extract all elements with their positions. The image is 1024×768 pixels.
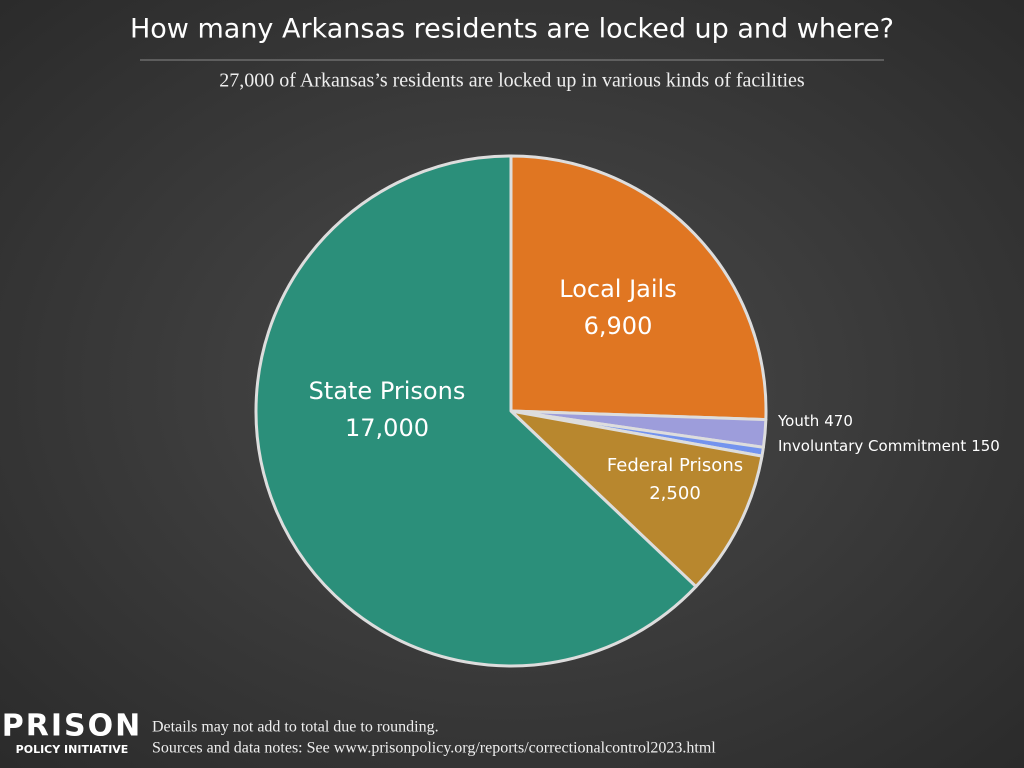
- slice-label: Local Jails: [559, 275, 676, 303]
- slice-label: State Prisons: [309, 377, 466, 405]
- note: Details may not add to total due to roun…: [152, 719, 439, 736]
- pie: Local Jails 6,900 Youth 470 Involuntary Comm…: [254, 154, 1000, 668]
- slice-label: Youth: [777, 412, 819, 430]
- slice-label: Federal Prisons: [607, 455, 743, 476]
- value-label: 470: [824, 412, 853, 430]
- slice-label-group: Involuntary Commitment 150: [778, 437, 1000, 455]
- slice-label: Involuntary Commitment: [778, 437, 966, 455]
- logo-bottom: POLICY INITIATIVE: [16, 743, 129, 756]
- chart-title: How many Arkansas residents are locked u…: [130, 14, 894, 45]
- logo-top: PRISON: [2, 709, 142, 744]
- slice-label-group: Youth 470: [777, 412, 853, 430]
- value-label: 150: [971, 437, 1000, 455]
- chart-subtitle: 27,000 of Arkansas’s residents are locke…: [219, 70, 805, 92]
- value-label: 2,500: [649, 483, 701, 504]
- note: Sources and data notes: See www.prisonpo…: [152, 740, 716, 757]
- pie-slice: [509, 409, 764, 589]
- pie-slice: [509, 154, 768, 422]
- pie-slice: [254, 154, 698, 668]
- value-label: 6,900: [584, 312, 653, 340]
- value-label: 17,000: [345, 414, 429, 442]
